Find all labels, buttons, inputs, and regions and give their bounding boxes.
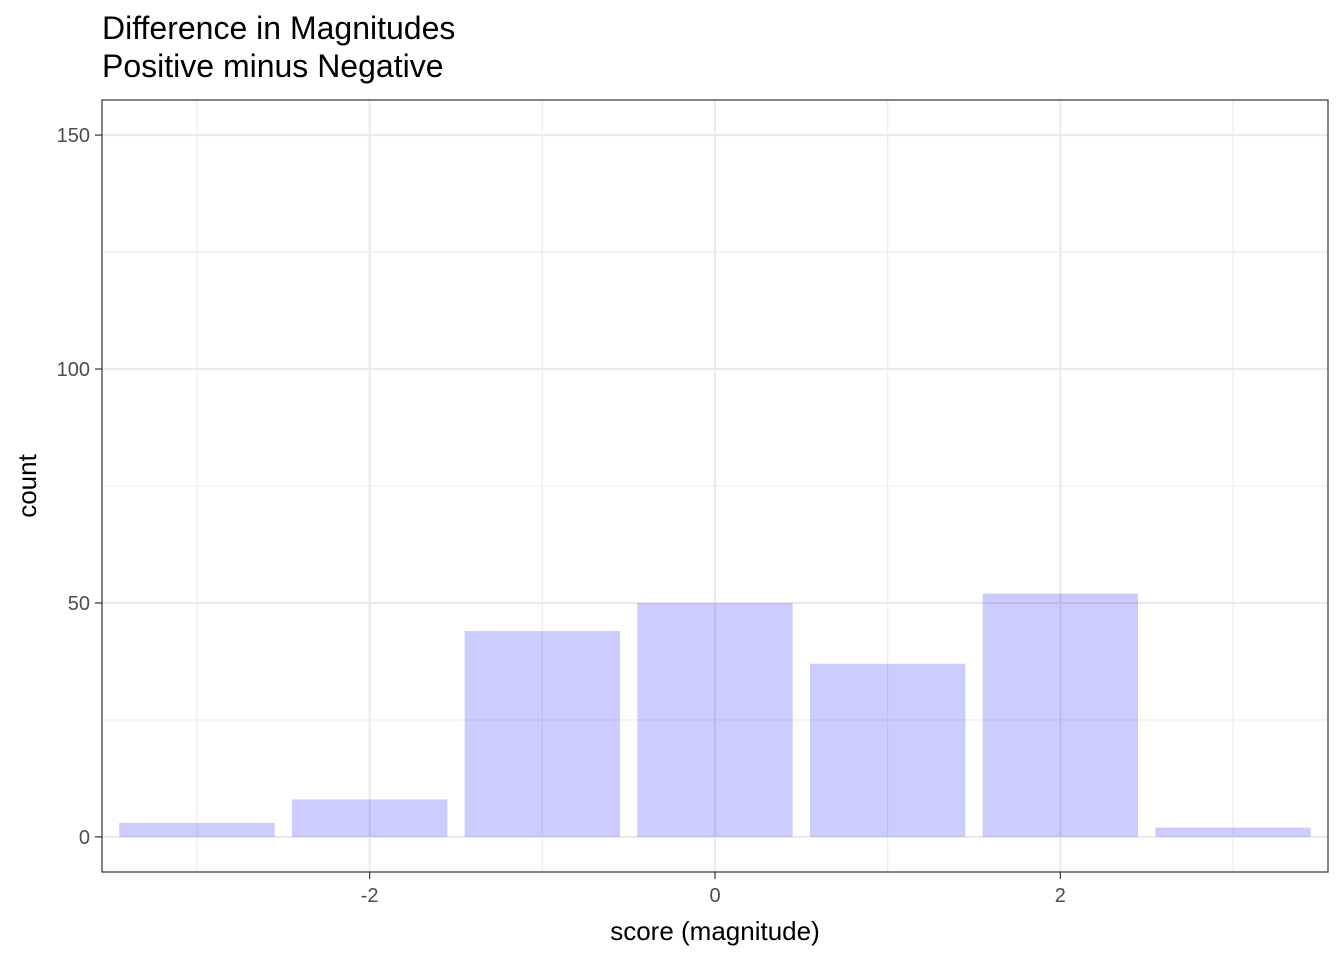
bar (1155, 827, 1311, 837)
bar (637, 602, 793, 837)
grid-major (102, 100, 1328, 872)
chart-title: Difference in Magnitudes (102, 10, 456, 46)
bar (464, 631, 621, 837)
bar (119, 822, 275, 837)
y-tick-label: 100 (57, 359, 90, 381)
x-tick-label: 0 (709, 885, 720, 907)
y-tick-label: 150 (57, 125, 90, 147)
bar (291, 799, 448, 837)
bars (119, 593, 1311, 837)
chart-subtitle: Positive minus Negative (102, 48, 444, 84)
x-tick-label: -2 (361, 885, 379, 907)
bar (982, 593, 1139, 837)
x-tick-label: 2 (1055, 885, 1066, 907)
y-tick-label: 0 (79, 827, 90, 849)
bar (809, 663, 966, 837)
x-axis: -2 0 2 (361, 872, 1066, 907)
y-tick-label: 50 (68, 593, 90, 615)
y-axis: 0 50 100 150 (57, 125, 102, 849)
x-axis-title: score (magnitude) (610, 916, 820, 946)
y-axis-title: count (12, 453, 42, 517)
